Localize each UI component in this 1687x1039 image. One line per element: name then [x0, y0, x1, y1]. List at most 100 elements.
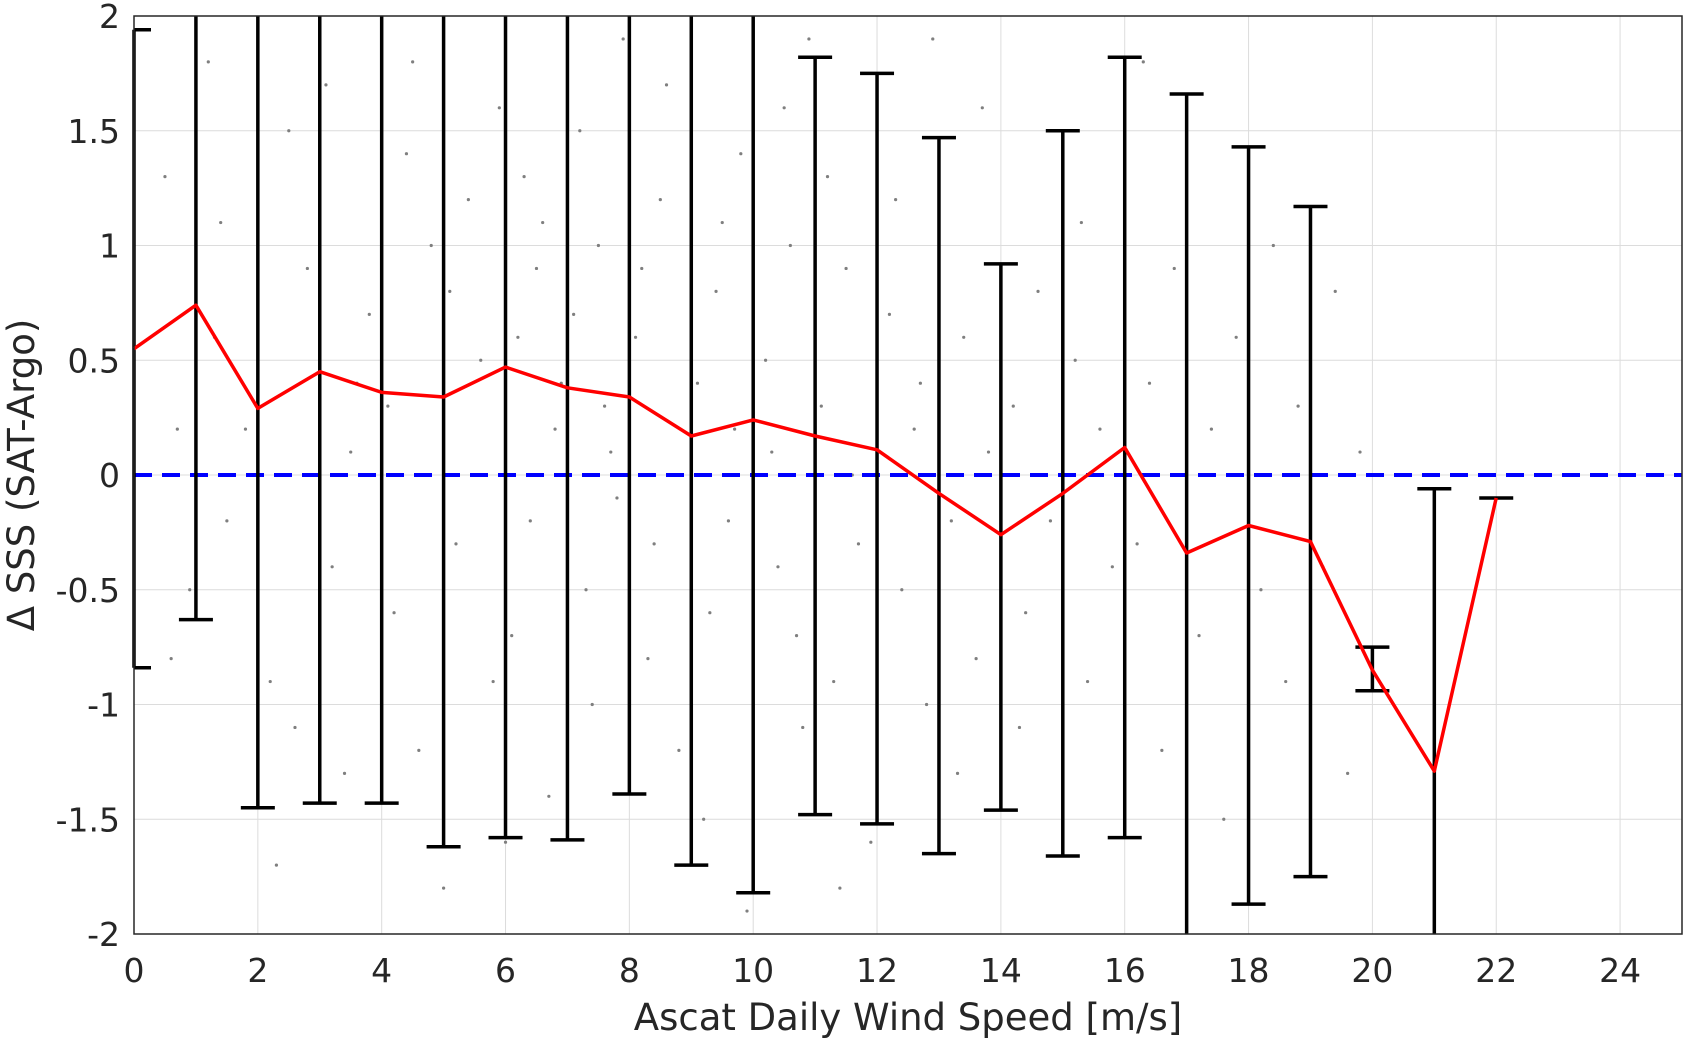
scatter-point [1333, 289, 1337, 293]
scatter-point [411, 60, 415, 64]
scatter-point [602, 404, 607, 408]
scatter-point [894, 198, 898, 202]
scatter-point [720, 220, 724, 225]
scatter-point [615, 496, 619, 500]
x-tick-label: 18 [1228, 951, 1270, 990]
x-tick-labels: 0 2 4 6 8 10 12 14 16 18 20 22 24 [124, 951, 1642, 990]
scatter-point [1141, 60, 1145, 64]
x-tick-label: 16 [1104, 951, 1146, 990]
scatter-point [980, 106, 984, 110]
scatter-point [869, 840, 873, 844]
scatter-point [832, 679, 836, 684]
scatter-point [856, 542, 861, 546]
scatter-point [219, 220, 223, 225]
scatter-point [503, 840, 508, 844]
scatter-point [572, 312, 576, 316]
scatter-point [733, 427, 737, 431]
x-tick-label: 2 [247, 951, 268, 990]
scatter-point [763, 358, 768, 362]
scatter-point [516, 335, 520, 339]
scatter-point [1147, 381, 1152, 385]
scatter-point [293, 725, 297, 730]
scatter-point [466, 198, 470, 202]
scatter-point [225, 519, 229, 523]
scatter-point [1073, 358, 1077, 362]
scatter-point [900, 588, 904, 592]
scatter-point [553, 427, 557, 431]
scatter-point [206, 60, 210, 64]
mean-line-path [132, 303, 1498, 773]
scatter-point [1284, 679, 1288, 684]
scatter-point [1172, 266, 1176, 271]
scatter-point [510, 634, 514, 638]
scatter-point [1296, 404, 1300, 408]
scatter-point [633, 335, 638, 339]
scatter-point [887, 312, 892, 316]
y-tick-label: -1.5 [56, 800, 120, 839]
scatter-point [287, 129, 291, 133]
scatter-point [442, 886, 446, 890]
scatter-point [986, 450, 991, 454]
scatter-point [1346, 771, 1350, 775]
scatter-point [1259, 588, 1263, 592]
scatter-point [1135, 542, 1139, 546]
scatter-point [1197, 634, 1201, 638]
scatter-point [912, 427, 916, 431]
mean-line [132, 303, 1498, 773]
scatter-point [1011, 404, 1015, 408]
scatter-point [188, 588, 192, 592]
scatter-point [268, 679, 272, 684]
x-tick-label: 10 [732, 951, 774, 990]
scatter-point [782, 106, 786, 110]
scatter-point [621, 37, 625, 41]
x-axis-label: Ascat Daily Wind Speed [m/s] [634, 996, 1182, 1039]
x-tick-label: 6 [495, 951, 516, 990]
scatter-point [819, 404, 823, 408]
scatter-point [974, 657, 978, 661]
scatter-point [324, 83, 328, 87]
scatter-point [429, 243, 433, 248]
y-tick-label: 1.5 [68, 112, 120, 151]
scatter-point [708, 611, 712, 615]
scatter-point [534, 266, 539, 271]
y-tick-label: -1 [87, 686, 120, 725]
scatter-point [640, 266, 644, 271]
x-tick-label: 0 [124, 951, 145, 990]
scatter-point [522, 175, 526, 179]
scatter-point [547, 794, 551, 798]
scatter-point [404, 152, 409, 156]
scatter-point [801, 725, 805, 730]
scatter-point [175, 427, 179, 431]
scatter-point [609, 450, 613, 454]
scatter-point [745, 909, 749, 913]
scatter-point [962, 335, 966, 339]
scatter-point [658, 198, 662, 202]
y-tick-label: 0.5 [68, 341, 120, 380]
scatter-point [1209, 427, 1214, 431]
scatter-point [541, 220, 545, 225]
scatter-point [807, 37, 811, 41]
scatter-point [491, 679, 495, 684]
scatter-point [652, 542, 656, 546]
y-axis-label: Δ SSS (SAT-Argo) [0, 319, 43, 632]
scatter-point [274, 863, 279, 867]
x-tick-label: 12 [856, 951, 898, 990]
scatter-point [349, 450, 353, 454]
plot-frame [133, 15, 1683, 935]
scatter-point [702, 817, 706, 821]
scatter-point [726, 519, 731, 523]
scatter-point [838, 886, 842, 890]
scatter-point [1110, 565, 1114, 569]
scatter-point [1085, 679, 1090, 684]
scatter-point [163, 175, 167, 179]
scatter-point [578, 129, 582, 133]
x-tick-label: 8 [619, 951, 640, 990]
scatter-point [367, 312, 371, 316]
scatter-point [924, 702, 929, 707]
y-tick-label: -0.5 [56, 571, 120, 610]
scatter-point [794, 634, 799, 638]
scatter-point [342, 771, 347, 775]
scatter-point [584, 588, 588, 592]
scatter-point [1048, 519, 1053, 523]
scatter-point [590, 702, 594, 707]
